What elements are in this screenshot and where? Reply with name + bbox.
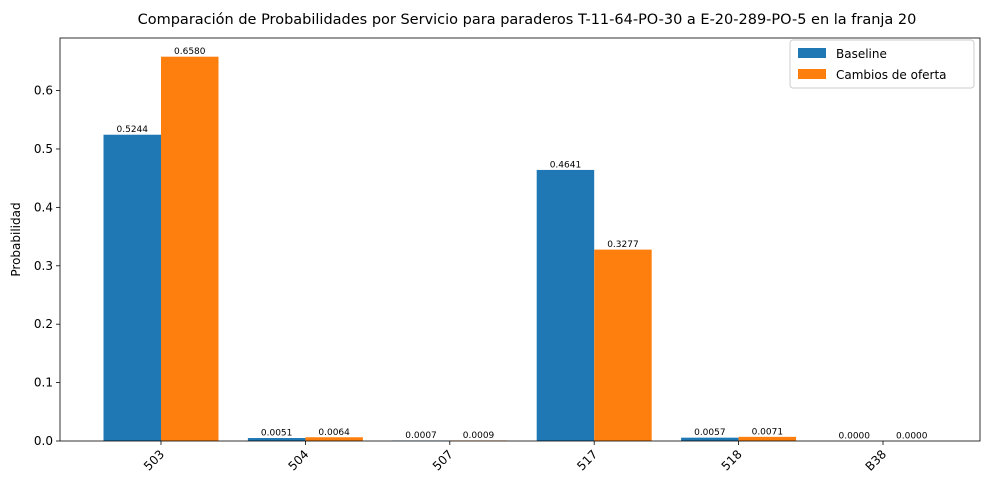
bar-baseline-503 — [103, 134, 161, 441]
data-label-baseline-518: 0.0057 — [694, 428, 726, 438]
chart-title: Comparación de Probabilidades por Servic… — [138, 12, 917, 28]
y-tick-label: 0.0 — [34, 434, 53, 448]
y-tick-label: 0.1 — [34, 376, 53, 390]
bar-cambios-517 — [594, 249, 652, 441]
data-label-cambios-504: 0.0064 — [318, 428, 350, 438]
legend-swatch-cambios — [798, 69, 826, 79]
y-tick-label: 0.3 — [34, 259, 53, 273]
bar-baseline-504 — [247, 438, 306, 441]
y-tick-label: 0.2 — [34, 317, 53, 331]
legend-swatch-baseline — [798, 48, 826, 58]
bar-cambios-503 — [161, 56, 219, 442]
x-tick-label-504: 504 — [285, 447, 311, 473]
data-label-cambios-507: 0.0009 — [463, 431, 495, 441]
y-tick-label: 0.6 — [34, 84, 53, 98]
data-label-baseline-B38: 0.0000 — [839, 432, 871, 442]
x-tick-label-B38: B38 — [863, 447, 890, 474]
data-label-cambios-518: 0.0071 — [752, 427, 784, 437]
y-axis-label: Probabilidad — [9, 202, 23, 276]
legend: Baseline Cambios de oferta — [789, 39, 975, 89]
data-label-cambios-503: 0.6580 — [174, 47, 206, 57]
data-label-baseline-504: 0.0051 — [261, 429, 293, 439]
plot-frame — [59, 37, 981, 442]
x-tick-label-518: 518 — [719, 447, 745, 473]
bar-baseline-518 — [681, 437, 739, 441]
x-tick-label-517: 517 — [574, 447, 600, 473]
y-tick-label: 0.4 — [34, 200, 53, 214]
bar-cambios-504 — [305, 437, 363, 441]
legend-label-baseline: Baseline — [836, 47, 887, 61]
x-tick-label-503: 503 — [141, 447, 167, 473]
x-tick-label-507: 507 — [430, 447, 456, 473]
data-label-baseline-517: 0.4641 — [550, 160, 582, 170]
legend-box — [789, 39, 975, 89]
data-label-baseline-503: 0.5244 — [117, 125, 149, 135]
legend-label-cambios: Cambios de oferta — [836, 68, 947, 82]
bar-baseline-517 — [536, 169, 595, 441]
data-label-cambios-517: 0.3277 — [607, 240, 639, 250]
data-label-cambios-B38: 0.0000 — [896, 432, 928, 442]
bars-layer: 0.5244 0.6580 0.0051 0.0064 0.0007 0.0009 0.46… — [103, 47, 928, 442]
y-tick-label: 0.5 — [34, 142, 53, 156]
bar-cambios-518 — [738, 436, 797, 441]
data-label-baseline-507: 0.0007 — [405, 431, 437, 441]
